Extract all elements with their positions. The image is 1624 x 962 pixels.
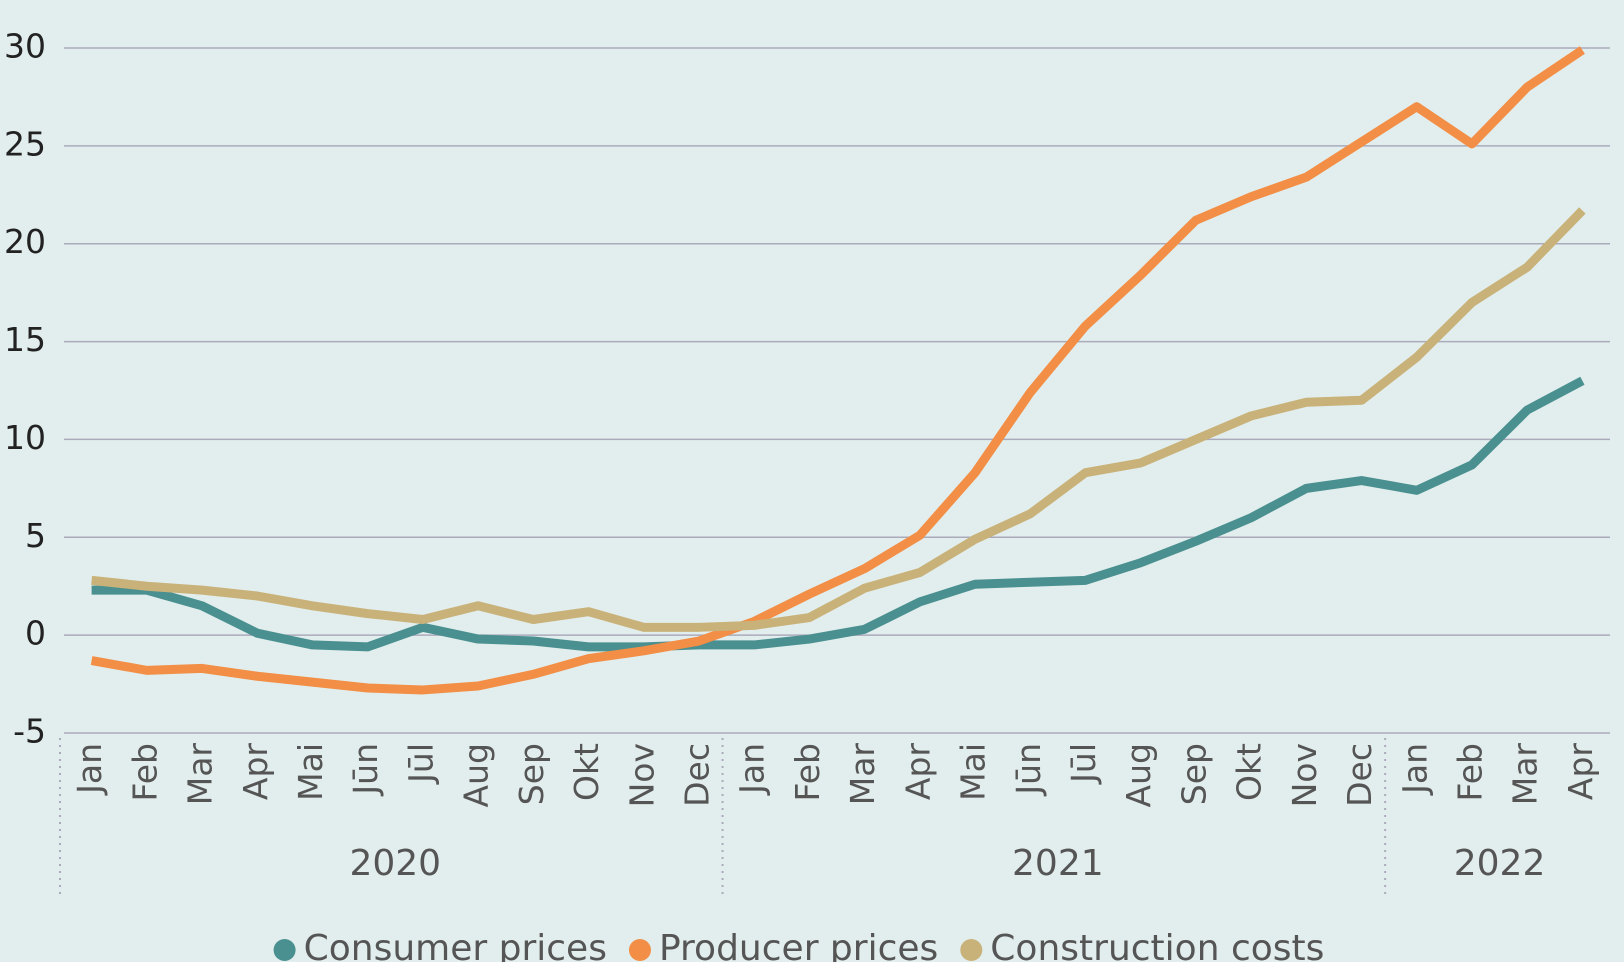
x-group-label: 2020: [349, 843, 441, 884]
x-tick-label: Jan: [70, 743, 109, 796]
line-series: [91, 376, 1585, 652]
x-tick-label: Aug: [1119, 743, 1158, 807]
x-tick-label: Nov: [622, 743, 661, 807]
x-group-label: 2021: [1012, 843, 1104, 884]
x-tick-label: Jan: [733, 743, 772, 796]
x-tick-label: Jūn: [346, 743, 385, 797]
y-tick-label: 15: [4, 320, 46, 359]
y-tick-label: 0: [25, 614, 46, 653]
x-tick-label: Feb: [125, 743, 164, 801]
x-tick-label: Jūl: [401, 743, 440, 785]
legend-marker: [960, 939, 983, 961]
legend-label: Consumer prices: [304, 928, 607, 962]
x-tick-label: Jūn: [1009, 743, 1048, 797]
x-tick-label: Dec: [1340, 743, 1379, 807]
legend-marker: [273, 939, 296, 961]
y-tick-label: 5: [25, 516, 46, 555]
x-tick-label: Sep: [512, 743, 551, 805]
x-tick-label: Mai: [291, 743, 330, 801]
x-tick-label: Sep: [1174, 743, 1213, 805]
x-tick-label: Mar: [843, 743, 882, 806]
x-tick-label: Nov: [1285, 743, 1324, 807]
legend-marker: [628, 939, 651, 961]
legend-label: Construction costs: [990, 928, 1324, 962]
x-tick-label: Feb: [788, 743, 827, 801]
x-tick-label: Jan: [1395, 743, 1434, 796]
x-tick-label: Jūl: [1064, 743, 1103, 785]
line-series: [91, 207, 1586, 632]
y-tick-label: 20: [4, 222, 46, 261]
x-tick-label: Apr: [1561, 743, 1600, 801]
x-tick-label: Apr: [898, 743, 937, 801]
x-tick-label: Mar: [1506, 743, 1545, 806]
y-tick-label: -5: [13, 712, 46, 751]
x-tick-label: Okt: [1230, 743, 1269, 801]
x-tick-label: Mai: [954, 743, 993, 801]
y-tick-label: 30: [4, 27, 46, 66]
x-tick-label: Aug: [457, 743, 496, 807]
x-tick-label: Dec: [677, 743, 716, 807]
x-tick-label: Apr: [236, 743, 275, 801]
x-tick-label: Okt: [567, 743, 606, 801]
y-tick-label: 25: [4, 124, 46, 163]
x-tick-label: Feb: [1450, 743, 1489, 801]
legend-label: Producer prices: [659, 928, 938, 962]
y-tick-label: 10: [4, 418, 46, 457]
x-group-label: 2022: [1454, 843, 1546, 884]
x-tick-label: Mar: [181, 743, 220, 806]
line-series: [90, 46, 1585, 695]
